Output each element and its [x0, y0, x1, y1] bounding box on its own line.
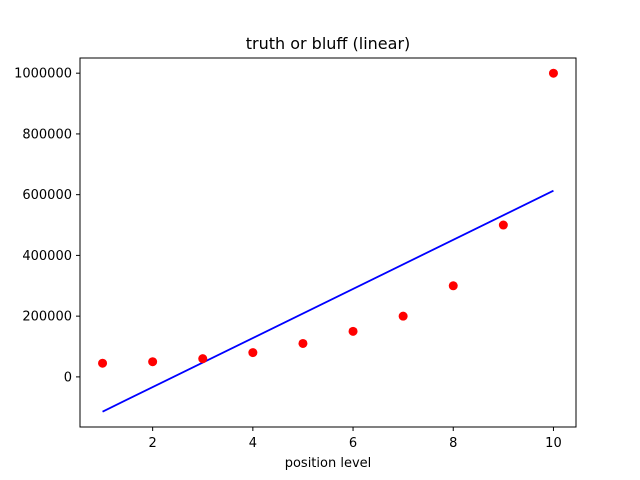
- plot-area: [80, 58, 576, 427]
- scatter-point: [498, 220, 508, 230]
- x-tick-label: 8: [449, 436, 457, 451]
- data-marks: [98, 68, 558, 413]
- scatter-point: [148, 357, 158, 367]
- scatter-point: [98, 358, 108, 368]
- y-tick-label: 800000: [22, 127, 72, 142]
- plot-frame: [79, 57, 577, 428]
- y-tick-label: 400000: [22, 249, 72, 264]
- scatter-point: [348, 326, 358, 336]
- x-tick-label: 2: [149, 436, 157, 451]
- y-axis-ticks: 0 200000 400000 600000 800000 1000000: [14, 67, 80, 385]
- x-tick-label: 4: [249, 436, 257, 451]
- x-tick-label: 10: [545, 436, 562, 451]
- scatter-point: [198, 354, 208, 364]
- regression-line: [102, 189, 554, 413]
- y-tick-label: 1000000: [14, 67, 72, 82]
- y-tick-label: 0: [64, 370, 72, 385]
- scatter-point: [298, 338, 308, 348]
- scatter-point: [248, 348, 258, 358]
- scatter-point: [448, 281, 458, 291]
- chart-title: truth or bluff (linear): [246, 34, 411, 53]
- x-axis-ticks: 2 4 6 8 10: [149, 427, 562, 451]
- y-tick-label: 200000: [22, 310, 72, 325]
- scatter-point: [548, 68, 558, 78]
- x-axis-label: position level: [285, 456, 372, 471]
- scatter-point: [398, 311, 408, 321]
- y-tick-label: 600000: [22, 188, 72, 203]
- x-tick-label: 6: [349, 436, 357, 451]
